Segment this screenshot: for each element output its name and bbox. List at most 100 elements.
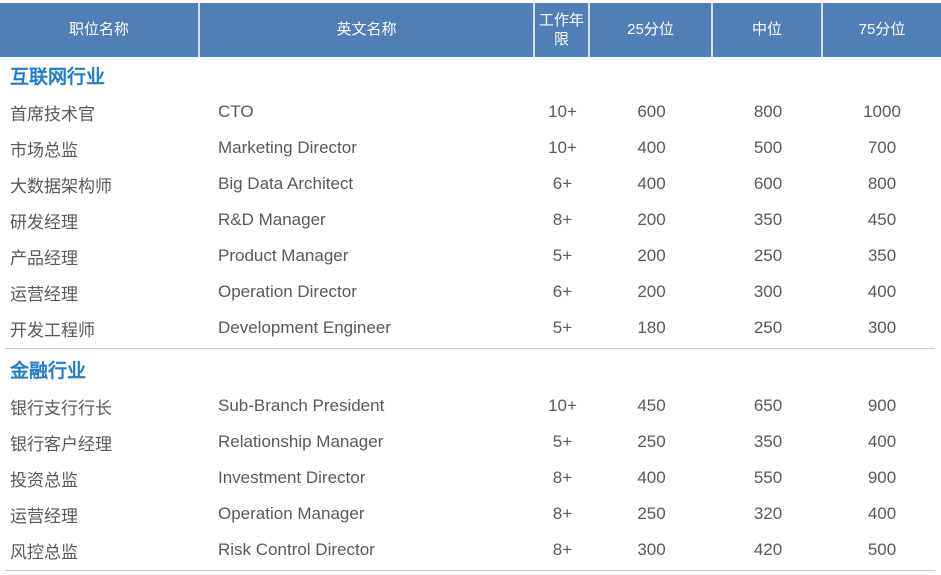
column-header-position-cn: 职位名称: [0, 3, 200, 57]
cell-p25: 250: [637, 504, 666, 523]
cell-median: 600: [753, 174, 783, 193]
cell-p25: 400: [637, 468, 666, 487]
cell-position-cn: 产品经理: [10, 248, 78, 268]
cell-p75: 350: [867, 246, 897, 265]
column-header-position-en: 英文名称: [200, 3, 535, 57]
cell-position-en: Operation Director: [218, 282, 357, 301]
column-header-p25: 25分位: [590, 3, 713, 57]
cell-p25: 300: [637, 540, 666, 559]
table-row: 银行支行行长 Sub-Branch President 10+ 450 650 900: [0, 388, 941, 424]
cell-median: 250: [753, 246, 783, 265]
cell-median: 350: [753, 432, 783, 451]
cell-position-cn: 银行支行行长: [10, 398, 112, 418]
cell-p25: 200: [637, 246, 666, 265]
cell-position-en: Investment Director: [218, 468, 366, 487]
cell-work-years: 8+: [552, 468, 573, 487]
cell-position-en: CTO: [218, 102, 254, 121]
cell-work-years: 10+: [548, 138, 577, 157]
cell-p75: 1000: [863, 102, 901, 121]
cell-position-en: Operation Manager: [218, 504, 365, 523]
cell-p25: 600: [637, 102, 666, 121]
cell-p75: 400: [867, 282, 897, 301]
cell-work-years: 8+: [552, 540, 573, 559]
cell-median: 550: [753, 468, 783, 487]
cell-position-cn: 银行客户经理: [10, 434, 112, 454]
industry-section: 互联网行业首席技术官 CTO 10+ 600 800 1000 市场总监 Marketing …: [0, 57, 941, 346]
table-row: 银行客户经理 Relationship Manager 5+ 250 350 400: [0, 424, 941, 460]
section-title: 金融行业: [10, 361, 87, 382]
cell-median: 800: [753, 102, 783, 121]
cell-median: 300: [753, 282, 783, 301]
column-header-work-years: 工作年限: [535, 3, 590, 57]
cell-work-years: 5+: [552, 318, 573, 337]
table-body: 互联网行业首席技术官 CTO 10+ 600 800 1000 市场总监 Marketing …: [0, 57, 941, 571]
cell-p75: 450: [867, 210, 897, 229]
cell-work-years: 8+: [552, 210, 573, 229]
table-row: 风控总监 Risk Control Director 8+ 300 420 500: [0, 532, 941, 568]
cell-p25: 400: [637, 174, 666, 193]
table-header-row: 职位名称 英文名称 工作年限 25分位 中位 75分位: [0, 3, 941, 57]
cell-median: 320: [753, 504, 783, 523]
cell-p25: 200: [637, 210, 666, 229]
cell-position-en: R&D Manager: [218, 210, 326, 229]
cell-p75: 400: [867, 432, 897, 451]
cell-p75: 900: [867, 468, 897, 487]
cell-p75: 400: [867, 504, 897, 523]
cell-position-cn: 市场总监: [10, 140, 78, 160]
cell-position-en: Risk Control Director: [218, 540, 375, 559]
cell-work-years: 6+: [552, 174, 573, 193]
cell-work-years: 10+: [548, 102, 577, 121]
cell-position-cn: 大数据架构师: [10, 176, 112, 196]
cell-work-years: 5+: [552, 246, 573, 265]
column-header-median: 中位: [713, 3, 823, 57]
cell-p75: 900: [867, 396, 897, 415]
table-row: 首席技术官 CTO 10+ 600 800 1000: [0, 94, 941, 130]
column-header-p75: 75分位: [858, 21, 906, 39]
cell-p25: 180: [637, 318, 666, 337]
cell-position-cn: 风控总监: [10, 542, 78, 562]
cell-p75: 800: [867, 174, 897, 193]
cell-position-cn: 首席技术官: [10, 104, 95, 124]
table-row: 市场总监 Marketing Director 10+ 400 500 700: [0, 130, 941, 166]
cell-position-en: Big Data Architect: [218, 174, 354, 193]
cell-position-cn: 研发经理: [10, 212, 78, 232]
table-row: 投资总监 Investment Director 8+ 400 550 900: [0, 460, 941, 496]
table-row: 运营经理 Operation Manager 8+ 250 320 400: [0, 496, 941, 532]
divider: [5, 348, 935, 349]
cell-position-cn: 开发工程师: [10, 320, 95, 340]
cell-work-years: 5+: [552, 432, 573, 451]
cell-p25: 250: [637, 432, 666, 451]
cell-position-en: Sub-Branch President: [218, 396, 385, 415]
cell-position-cn: 运营经理: [10, 506, 78, 526]
cell-p25: 200: [637, 282, 666, 301]
cell-median: 420: [753, 540, 783, 559]
cell-work-years: 8+: [552, 504, 573, 523]
cell-position-en: Relationship Manager: [218, 432, 384, 451]
salary-table: 职位名称 英文名称 工作年限 25分位 中位 75分位 互联网行业首席技术官 CT…: [0, 3, 941, 571]
table-row: 开发工程师 Development Engineer 5+ 180 250 300: [0, 310, 941, 346]
cell-p75: 700: [867, 138, 897, 157]
cell-position-en: Development Engineer: [218, 318, 391, 337]
cell-work-years: 10+: [548, 396, 577, 415]
section-title: 互联网行业: [10, 67, 106, 88]
cell-position-cn: 投资总监: [10, 470, 78, 490]
cell-p25: 400: [637, 138, 666, 157]
cell-work-years: 6+: [552, 282, 573, 301]
cell-p75: 300: [867, 318, 897, 337]
cell-position-cn: 运营经理: [10, 284, 78, 304]
cell-position-en: Product Manager: [218, 246, 349, 265]
industry-section: 金融行业银行支行行长 Sub-Branch President 10+ 450 650 9…: [0, 351, 941, 568]
table-row: 产品经理 Product Manager 5+ 200 250 350: [0, 238, 941, 274]
cell-median: 500: [753, 138, 783, 157]
divider: [5, 570, 935, 571]
table-row: 大数据架构师 Big Data Architect 6+ 400 600 800: [0, 166, 941, 202]
table-row: 研发经理 R&D Manager 8+ 200 350 450: [0, 202, 941, 238]
cell-position-en: Marketing Director: [218, 138, 357, 157]
cell-median: 250: [753, 318, 783, 337]
cell-median: 350: [753, 210, 783, 229]
cell-median: 650: [753, 396, 783, 415]
cell-p75: 500: [867, 540, 897, 559]
cell-p25: 450: [637, 396, 666, 415]
table-row: 运营经理 Operation Director 6+ 200 300 400: [0, 274, 941, 310]
